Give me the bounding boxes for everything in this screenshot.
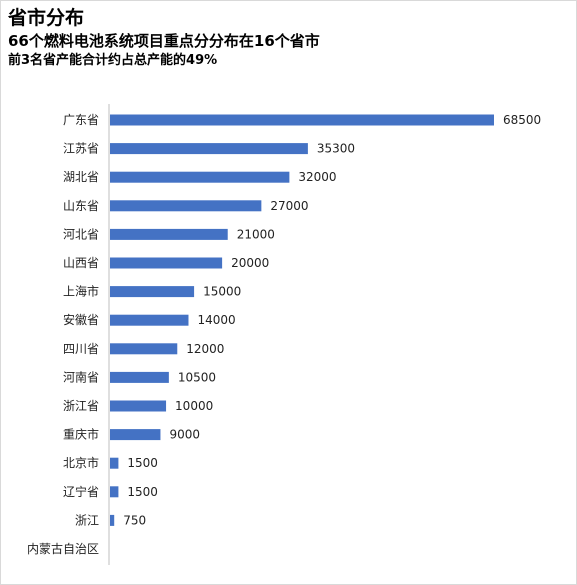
chart-header: 省市分布 66个燃料电池系统项目重点分分布在16个省市 前3名省产能合计约占总产… — [8, 6, 569, 70]
value-label: 1500 — [127, 485, 158, 499]
bar — [110, 457, 119, 469]
chart-title: 省市分布 — [8, 7, 85, 29]
value-label: 21000 — [237, 227, 275, 241]
category-label: 四川省 — [63, 342, 99, 356]
category-label: 重庆市 — [63, 427, 99, 442]
value-label: 10500 — [178, 370, 216, 384]
bar — [110, 171, 290, 183]
value-label: 15000 — [203, 285, 241, 299]
bar — [110, 514, 115, 526]
chart-subtitle: 66个燃料电池系统项目重点分分布在16个省市 — [8, 32, 320, 50]
bar — [110, 228, 228, 240]
value-label: 12000 — [186, 342, 224, 356]
category-label: 湖北省 — [63, 169, 99, 184]
value-label: 14000 — [197, 313, 235, 327]
bar — [110, 314, 189, 326]
category-label: 安徽省 — [63, 312, 99, 327]
bar — [110, 200, 262, 212]
value-label: 27000 — [270, 199, 308, 213]
value-label: 32000 — [298, 170, 336, 184]
bar — [110, 343, 178, 355]
value-label: 20000 — [231, 256, 269, 270]
value-label: 35300 — [317, 142, 355, 156]
category-label: 浙江 — [75, 513, 99, 527]
value-label: 68500 — [503, 113, 541, 127]
value-label: 10000 — [175, 399, 213, 413]
category-label: 北京市 — [63, 455, 99, 470]
value-label: 1500 — [127, 456, 158, 470]
bar — [110, 429, 161, 441]
chart-subtitle-secondary: 前3名省产能合计约占总产能的49% — [8, 53, 218, 68]
bar — [110, 371, 169, 383]
bar — [110, 257, 223, 269]
bar — [110, 143, 308, 155]
value-label: 750 — [123, 513, 146, 527]
bar — [110, 400, 167, 412]
bar — [110, 286, 195, 298]
category-label: 山东省 — [63, 199, 99, 213]
category-label: 江苏省 — [63, 142, 99, 156]
category-label: 上海市 — [63, 284, 99, 299]
category-label: 河南省 — [63, 369, 99, 384]
bar — [110, 486, 119, 498]
category-label: 辽宁省 — [63, 484, 99, 499]
category-label: 河北省 — [63, 227, 99, 241]
category-label: 山西省 — [63, 256, 99, 270]
category-label: 广东省 — [63, 113, 99, 127]
category-label: 浙江省 — [63, 399, 99, 413]
bar — [110, 114, 494, 126]
category-label: 内蒙古自治区 — [27, 541, 99, 556]
value-label: 9000 — [169, 428, 200, 442]
